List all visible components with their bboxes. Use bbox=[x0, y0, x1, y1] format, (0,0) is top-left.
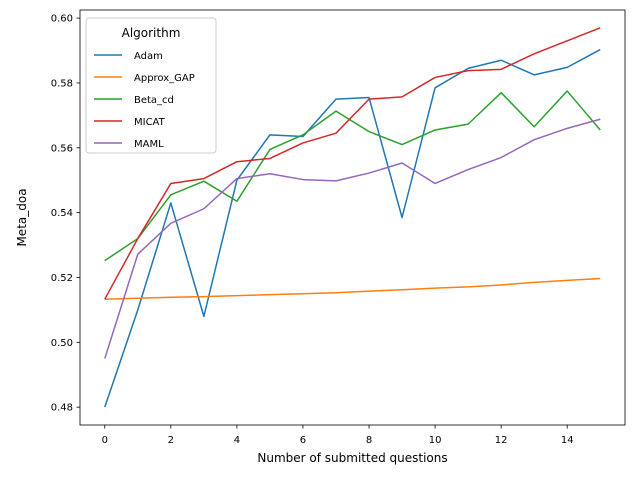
legend-label: MICAT bbox=[134, 117, 166, 128]
legend-entry-beta-cd: Beta_cd bbox=[94, 95, 174, 106]
x-tick-label: 12 bbox=[495, 435, 508, 446]
y-axis-label: Meta_doa bbox=[15, 188, 29, 246]
legend: Algorithm Adam Approx_GAP Beta_cd MICAT MAML bbox=[85, 17, 217, 154]
legend-label: Adam bbox=[134, 51, 163, 62]
legend-entries: Adam Approx_GAP Beta_cd MICAT MAML bbox=[94, 51, 195, 150]
y-tick-label: 0.50 bbox=[51, 338, 73, 349]
y-tick-label: 0.58 bbox=[51, 78, 73, 89]
legend-entry-approx-gap: Approx_GAP bbox=[94, 73, 195, 84]
legend-label: Approx_GAP bbox=[134, 73, 195, 84]
x-tick-label: 8 bbox=[366, 435, 372, 446]
series-line-micat bbox=[104, 27, 601, 300]
series-line-beta-cd bbox=[104, 90, 601, 262]
x-tick-label: 6 bbox=[300, 435, 306, 446]
x-tick-label: 0 bbox=[102, 435, 108, 446]
y-tick-label: 0.52 bbox=[51, 273, 73, 284]
x-tick-label: 4 bbox=[234, 435, 240, 446]
x-axis: 0 2 4 6 8 10 12 14 bbox=[102, 425, 574, 446]
series-lines bbox=[104, 27, 601, 408]
y-tick-label: 0.60 bbox=[51, 14, 73, 25]
y-tick-label: 0.48 bbox=[51, 403, 73, 414]
x-axis-label: Number of submitted questions bbox=[257, 451, 447, 465]
y-axis: 0.48 0.50 0.52 0.54 0.56 0.58 0.60 bbox=[51, 14, 80, 414]
series-line-adam bbox=[104, 48, 601, 408]
legend-label: MAML bbox=[134, 139, 164, 150]
y-tick-label: 0.56 bbox=[51, 143, 73, 154]
legend-entry-adam: Adam bbox=[94, 51, 163, 62]
legend-title: Algorithm bbox=[122, 26, 181, 40]
legend-label: Beta_cd bbox=[134, 95, 174, 106]
legend-entry-micat: MICAT bbox=[94, 117, 166, 128]
plot-frame bbox=[79, 9, 626, 426]
legend-entry-maml: MAML bbox=[94, 139, 164, 150]
series-line-maml bbox=[104, 118, 601, 359]
x-tick-label: 14 bbox=[561, 435, 574, 446]
series-line-approx-gap bbox=[104, 277, 601, 300]
y-tick-label: 0.54 bbox=[51, 208, 73, 219]
legend-box bbox=[85, 17, 217, 154]
x-tick-label: 2 bbox=[168, 435, 174, 446]
x-tick-label: 10 bbox=[429, 435, 442, 446]
